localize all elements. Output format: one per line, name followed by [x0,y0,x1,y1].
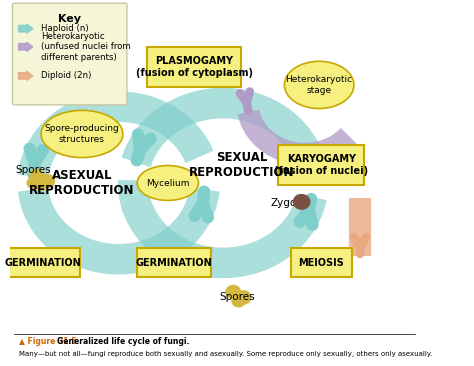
Text: GERMINATION: GERMINATION [5,258,82,268]
Circle shape [40,175,55,188]
Circle shape [236,291,251,304]
Text: ▲ Figure 31.5: ▲ Figure 31.5 [18,336,82,346]
Ellipse shape [41,111,123,158]
Text: Many—but not all—fungi reproduce both sexually and asexually. Some reproduce onl: Many—but not all—fungi reproduce both se… [18,351,432,357]
Circle shape [232,295,245,307]
FancyBboxPatch shape [291,249,352,277]
Circle shape [35,179,47,191]
Text: Key: Key [58,14,81,24]
FancyBboxPatch shape [278,145,364,185]
FancyArrow shape [18,71,33,81]
Text: GERMINATION: GERMINATION [136,258,212,268]
Ellipse shape [284,61,354,109]
FancyBboxPatch shape [6,249,80,277]
Text: Heterokaryotic
(unfused nuclei from
different parents): Heterokaryotic (unfused nuclei from diff… [41,32,131,62]
Text: KARYOGAMY
(fusion of nuclei): KARYOGAMY (fusion of nuclei) [274,154,368,176]
Circle shape [293,195,310,209]
Text: Mycelium: Mycelium [146,179,190,187]
Text: Generalized life cycle of fungi.: Generalized life cycle of fungi. [57,336,190,346]
Text: Diploid (2n): Diploid (2n) [41,71,91,81]
Circle shape [226,285,241,299]
Text: Heterokaryotic
stage: Heterokaryotic stage [286,75,353,95]
Text: Haploid (n): Haploid (n) [41,24,89,33]
Text: PLASMOGAMY
(fusion of cytoplasm): PLASMOGAMY (fusion of cytoplasm) [136,56,253,78]
Text: MEIOSIS: MEIOSIS [298,258,344,268]
Text: SEXUAL
REPRODUCTION: SEXUAL REPRODUCTION [189,151,294,179]
Text: Spores: Spores [15,165,51,175]
Circle shape [27,178,38,188]
FancyBboxPatch shape [137,249,211,277]
FancyArrow shape [18,24,33,33]
Text: ASEXUAL
REPRODUCTION: ASEXUAL REPRODUCTION [29,169,135,197]
Text: Spore-producing
structures: Spore-producing structures [45,124,119,144]
Text: Zygote: Zygote [270,198,307,208]
FancyBboxPatch shape [147,47,241,87]
Text: Spores: Spores [219,292,255,302]
Circle shape [29,169,45,182]
FancyArrow shape [18,42,33,51]
Ellipse shape [137,165,199,201]
FancyBboxPatch shape [12,3,127,105]
